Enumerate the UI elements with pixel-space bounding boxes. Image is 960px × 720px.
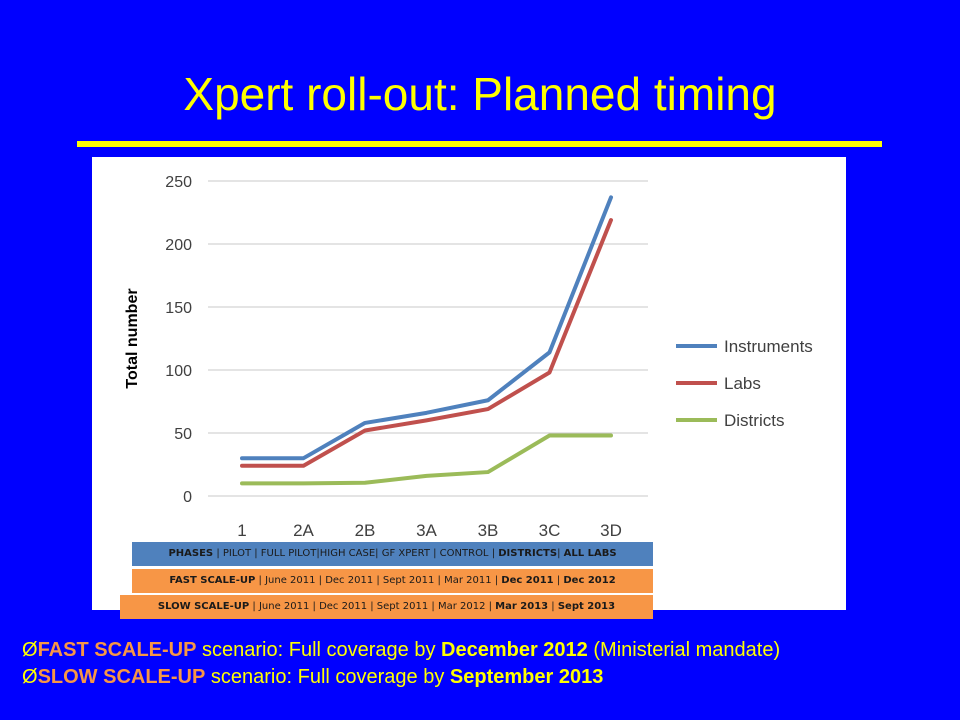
slow-date: Mar 2012 — [437, 601, 486, 612]
phase-item: ALL LABS — [563, 548, 617, 559]
phase-item: CONTROL — [439, 548, 489, 559]
x-tick-label: 2B — [355, 521, 376, 540]
slow-date: Sept 2011 — [376, 601, 429, 612]
slow-label: SLOW SCALE-UP — [157, 601, 250, 612]
x-tick-label: 3D — [600, 521, 622, 540]
scenario-date: December 2012 — [441, 639, 588, 661]
fast-date: Sept 2011 — [382, 575, 435, 586]
slide-title: Xpert roll-out: Planned timing — [183, 68, 777, 120]
slow-scenario-bullet: ØSLOW SCALE-UP scenario: Full coverage b… — [22, 664, 603, 690]
scenario-name: SLOW SCALE-UP — [37, 666, 206, 688]
chart-panel: 0 50 100 150 200 250 1 2A 2B 3A 3B 3C 3D Total number… — [92, 157, 846, 610]
series-line-districts — [240, 433, 613, 486]
x-tick-label: 1 — [237, 521, 246, 540]
fast-label: FAST SCALE-UP — [169, 575, 256, 586]
y-axis-label: Total number — [124, 288, 141, 388]
arrow-bullet-icon: Ø — [22, 639, 38, 661]
slow-scale-up-band: SLOW SCALE-UP | June 2011 | Dec 2011 | S… — [120, 595, 653, 619]
slow-date: Sept 2013 — [557, 601, 616, 612]
legend-label: Labs — [724, 374, 761, 393]
y-tick-label: 0 — [183, 489, 192, 506]
fast-date: June 2011 — [265, 575, 316, 586]
y-tick-label: 50 — [174, 426, 192, 443]
x-tick-label: 2A — [293, 521, 314, 540]
legend-label: Instruments — [724, 337, 813, 356]
phase-item: HIGH CASE — [319, 548, 376, 559]
y-tick-label: 200 — [165, 237, 192, 254]
phase-item: PILOT — [222, 548, 252, 559]
slow-date: June 2011 — [258, 601, 310, 612]
series-line-labs — [240, 218, 613, 468]
fast-scale-up-band: FAST SCALE-UP | June 2011 | Dec 2011 | S… — [132, 569, 653, 593]
scenario-text: scenario: Full coverage by — [205, 666, 450, 688]
fast-date: Dec 2011 — [325, 575, 374, 586]
scenario-date: September 2013 — [449, 666, 604, 688]
line-chart: 0 50 100 150 200 250 1 2A 2B 3A 3B 3C 3D Total number… — [124, 174, 813, 540]
fast-scenario-bullet: ØFAST SCALE-UP scenario: Full coverage b… — [22, 637, 780, 663]
x-tick-label: 3A — [416, 521, 437, 540]
phases-label: PHASES — [168, 548, 214, 559]
y-tick-label: 250 — [165, 174, 192, 191]
arrow-bullet-icon: Ø — [22, 666, 38, 688]
phases-band: PHASES | PILOT | FULL PILOT|HIGH CASE| G… — [132, 542, 653, 566]
series-line-instruments — [240, 195, 613, 461]
phase-item: DISTRICTS — [498, 548, 558, 559]
y-tick-label: 150 — [165, 300, 192, 317]
slow-date: Mar 2013 — [495, 601, 549, 612]
legend-label: Districts — [724, 411, 784, 430]
scenario-name: FAST SCALE-UP — [37, 639, 197, 661]
title-underline — [77, 141, 882, 147]
phase-item: GF XPERT — [381, 548, 430, 559]
x-tick-label: 3C — [539, 521, 561, 540]
fast-date: Dec 2011 — [501, 575, 554, 586]
phase-item: FULL PILOT — [260, 548, 317, 559]
fast-date: Mar 2011 — [444, 575, 492, 586]
scenario-text: scenario: Full coverage by — [196, 639, 442, 661]
x-tick-label: 3B — [478, 521, 499, 540]
scenario-note: (Ministerial mandate) — [587, 639, 781, 661]
y-tick-label: 100 — [165, 363, 192, 380]
fast-date: Dec 2012 — [563, 575, 616, 586]
slow-date: Dec 2011 — [319, 601, 368, 612]
